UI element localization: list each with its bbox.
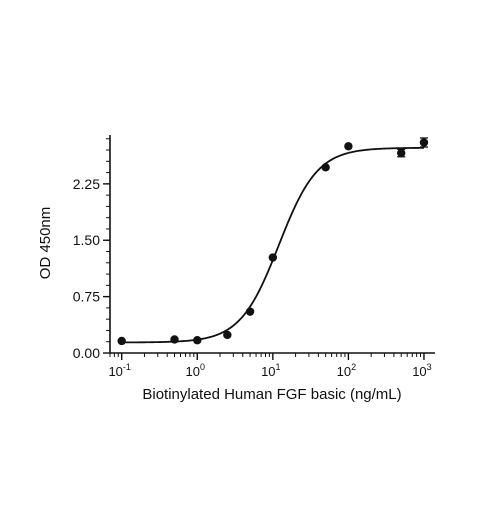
y-tick-label: 1.50 xyxy=(73,232,100,248)
x-tick-label: 100 xyxy=(186,362,205,379)
y-tick-label: 0.00 xyxy=(73,345,100,361)
x-tick-label: 101 xyxy=(261,362,280,379)
x-tick-label-base: 10 xyxy=(412,364,426,379)
x-tick-label-exponent: 1 xyxy=(276,362,281,372)
data-point xyxy=(223,330,232,340)
data-point xyxy=(419,138,429,147)
x-tick-label: 103 xyxy=(412,362,431,379)
x-tick-label-base: 10 xyxy=(186,364,200,379)
y-tick-label: 2.25 xyxy=(73,176,100,192)
data-point xyxy=(268,253,278,262)
x-tick-label-base: 10 xyxy=(108,364,122,379)
data-point xyxy=(321,163,330,172)
x-tick-label-exponent: 3 xyxy=(427,362,432,372)
y-axis-ticks: 0.00 0.75 1.50 2.25 xyxy=(73,138,110,361)
x-axis-ticks: 10-1 100 101 102 103 xyxy=(108,353,432,379)
x-tick-label: 102 xyxy=(337,362,356,379)
data-point xyxy=(344,142,353,151)
data-point xyxy=(397,148,406,158)
fit-curve-layer xyxy=(121,146,424,344)
data-point xyxy=(245,307,255,316)
x-axis-label: Biotinylated Human FGF basic (ng/mL) xyxy=(142,386,401,403)
x-tick-label-exponent: -1 xyxy=(123,362,131,372)
x-tick-label-exponent: 0 xyxy=(200,362,205,372)
fit-curve xyxy=(121,146,424,344)
data-point xyxy=(170,335,179,344)
axes xyxy=(109,135,435,354)
x-tick-label-base: 10 xyxy=(261,364,275,379)
x-tick-label-exponent: 2 xyxy=(351,362,356,372)
x-tick-label: 10-1 xyxy=(108,362,130,379)
y-tick-label: 0.75 xyxy=(73,289,100,305)
data-points xyxy=(117,137,429,346)
data-point xyxy=(193,336,202,345)
data-point xyxy=(117,336,126,346)
x-tick-label-base: 10 xyxy=(337,364,351,379)
y-axis-label: OD 450nm xyxy=(37,207,54,280)
